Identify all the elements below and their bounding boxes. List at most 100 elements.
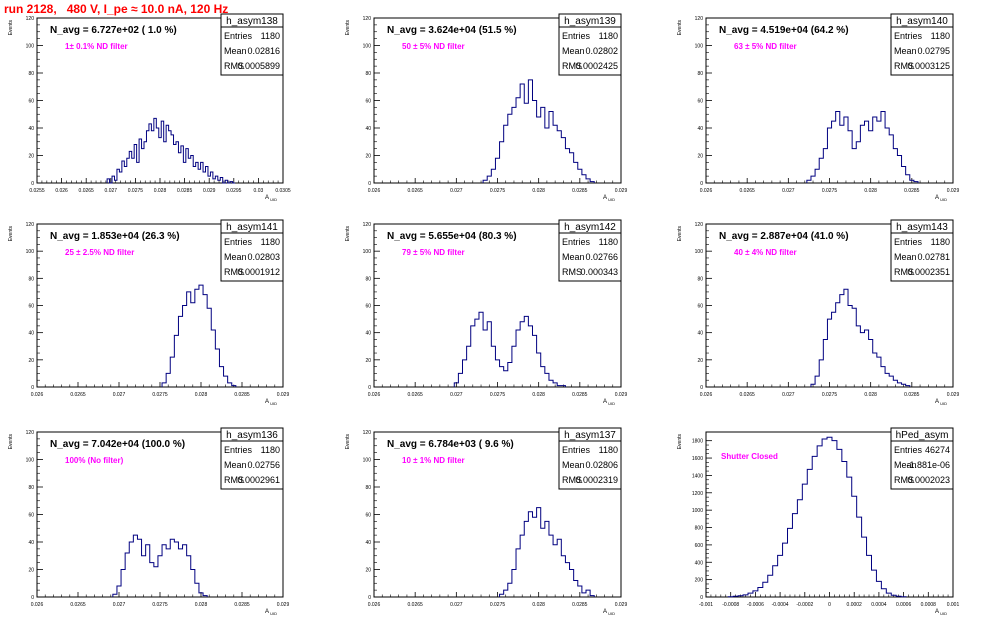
stats-value: 46274 bbox=[925, 445, 950, 455]
x-tick-label: 0.0295 bbox=[226, 188, 242, 194]
x-tick-label: 0.0006 bbox=[896, 602, 912, 608]
x-tick-label: 0.0004 bbox=[871, 602, 887, 608]
y-tick-label: 80 bbox=[365, 276, 371, 282]
stats-box bbox=[890, 427, 954, 490]
y-tick-label: 80 bbox=[28, 71, 34, 77]
x-tick-label: 0.028 bbox=[532, 392, 545, 398]
y-tick-label: 800 bbox=[695, 526, 704, 532]
histogram-line bbox=[727, 436, 907, 598]
x-axis-label: A UID bbox=[935, 399, 947, 406]
y-tick-label: 120 bbox=[26, 16, 35, 22]
y-tick-label: 20 bbox=[28, 154, 34, 160]
stats-value: -1.881e-06 bbox=[906, 460, 950, 470]
stats-value: 0.02756 bbox=[247, 460, 280, 470]
stats-label: Entries bbox=[894, 31, 923, 41]
filter-label: 79 ± 5% ND filter bbox=[402, 248, 465, 257]
x-tick-label: 0.0305 bbox=[275, 188, 291, 194]
stats-label: Mean bbox=[894, 252, 917, 262]
y-tick-label: 100 bbox=[363, 44, 372, 50]
stats-value: 1180 bbox=[599, 31, 618, 41]
x-tick-label: 0.027 bbox=[113, 602, 126, 608]
y-tick-label: 20 bbox=[365, 568, 371, 574]
stats-label: Mean bbox=[562, 460, 585, 470]
y-tick-label: 20 bbox=[697, 154, 703, 160]
x-tick-label: 0.027 bbox=[450, 188, 463, 194]
y-tick-label: 40 bbox=[28, 126, 34, 132]
x-tick-label: 0.0265 bbox=[408, 392, 424, 398]
y-tick-label: 120 bbox=[695, 16, 704, 22]
histogram-line bbox=[161, 284, 237, 387]
x-tick-label: 0.0285 bbox=[177, 188, 193, 194]
x-tick-label: 0 bbox=[828, 602, 831, 608]
stats-label: RMS bbox=[224, 61, 244, 71]
navg-label: N_avg = 5.655e+04 (80.3 %) bbox=[387, 231, 517, 242]
x-tick-label: 0.0285 bbox=[572, 188, 588, 194]
stats-value: 0.0003125 bbox=[907, 61, 950, 71]
stats-label: Entries bbox=[224, 31, 253, 41]
y-tick-label: 1000 bbox=[692, 508, 703, 514]
x-tick-label: 0.028 bbox=[195, 392, 208, 398]
y-tick-label: 20 bbox=[28, 358, 34, 364]
x-tick-label: 0.0275 bbox=[128, 188, 144, 194]
stats-value: 0.0002319 bbox=[575, 475, 618, 485]
y-tick-label: 80 bbox=[697, 71, 703, 77]
histogram-panel: 0 20 40 60 80 100 120 0.026 0.0265 0.027 0.0275 0.0… bbox=[345, 219, 628, 406]
x-axis-label: A UID bbox=[265, 195, 277, 202]
y-tick-label: 80 bbox=[365, 71, 371, 77]
x-axis-label: A UID bbox=[935, 609, 947, 616]
histogram-line bbox=[453, 311, 566, 387]
x-tick-label: 0.028 bbox=[864, 392, 877, 398]
y-tick-label: 20 bbox=[28, 568, 34, 574]
y-tick-label: 40 bbox=[28, 331, 34, 337]
x-tick-label: 0.026 bbox=[700, 188, 713, 194]
filter-label: 100% (No filter) bbox=[65, 456, 124, 465]
y-tick-label: 20 bbox=[697, 358, 703, 364]
histogram-panel: 0 20 40 60 80 100 120 0.026 0.0265 0.027 0.0275 0.0… bbox=[345, 427, 627, 616]
stats-label: Entries bbox=[562, 31, 591, 41]
y-tick-label: 0 bbox=[31, 595, 34, 601]
y-tick-label: 0 bbox=[368, 385, 371, 391]
y-tick-label: 100 bbox=[363, 458, 372, 464]
x-tick-label: -0.0002 bbox=[796, 602, 813, 608]
stats-label: Mean bbox=[224, 460, 247, 470]
y-tick-label: 100 bbox=[26, 249, 35, 255]
stats-hist-name: h_asym137 bbox=[564, 430, 616, 441]
x-tick-label: 0.0285 bbox=[234, 602, 250, 608]
x-tick-label: 0.028 bbox=[532, 188, 545, 194]
y-axis-label: Events bbox=[677, 20, 683, 36]
y-tick-label: 20 bbox=[365, 358, 371, 364]
stats-label: RMS bbox=[562, 61, 582, 71]
stats-value: 0.000343 bbox=[580, 267, 618, 277]
stats-label: RMS bbox=[894, 61, 914, 71]
x-tick-label: 0.029 bbox=[203, 188, 216, 194]
stats-value: 1180 bbox=[599, 445, 618, 455]
x-tick-label: 0.0265 bbox=[408, 602, 424, 608]
y-tick-label: 0 bbox=[700, 595, 703, 601]
x-tick-label: 0.026 bbox=[31, 392, 44, 398]
x-tick-label: 0.0275 bbox=[490, 188, 506, 194]
y-tick-label: 1800 bbox=[692, 439, 703, 445]
stats-label: Entries bbox=[894, 237, 923, 247]
filter-label: 1± 0.1% ND filter bbox=[65, 42, 128, 51]
filter-label: 40 ± 4% ND filter bbox=[734, 248, 797, 257]
y-tick-label: 60 bbox=[28, 99, 34, 105]
x-axis-label: A UID bbox=[603, 399, 615, 406]
x-tick-label: 0.0285 bbox=[572, 602, 588, 608]
stats-hist-name: h_asym141 bbox=[226, 222, 278, 233]
stats-value: 1180 bbox=[261, 31, 280, 41]
y-tick-label: 100 bbox=[695, 249, 704, 255]
stats-hist-name: hPed_asym bbox=[896, 430, 949, 441]
stats-value: 0.02816 bbox=[247, 46, 280, 56]
navg-label: N_avg = 6.727e+02 ( 1.0 %) bbox=[50, 25, 177, 36]
stats-value: 0.02766 bbox=[585, 252, 618, 262]
y-tick-label: 100 bbox=[26, 458, 35, 464]
x-axis-label: A UID bbox=[603, 195, 615, 202]
stats-value: 0.0002023 bbox=[907, 475, 950, 485]
x-tick-label: 0.029 bbox=[615, 392, 628, 398]
stats-box bbox=[220, 13, 284, 76]
y-tick-label: 0 bbox=[700, 181, 703, 187]
navg-label: N_avg = 4.519e+04 (64.2 %) bbox=[719, 25, 849, 36]
y-tick-label: 120 bbox=[26, 430, 35, 436]
stats-box bbox=[890, 219, 954, 282]
y-axis-label: Events bbox=[677, 434, 683, 450]
